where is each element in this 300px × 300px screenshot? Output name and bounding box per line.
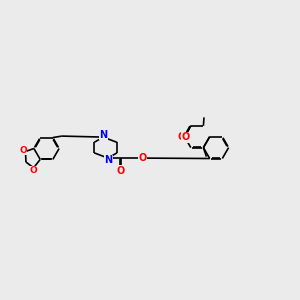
Text: O: O bbox=[117, 166, 125, 176]
Text: N: N bbox=[99, 130, 108, 140]
Text: O: O bbox=[30, 166, 38, 175]
Text: O: O bbox=[19, 146, 27, 155]
Text: N: N bbox=[104, 155, 112, 165]
Text: O: O bbox=[177, 132, 186, 142]
Text: O: O bbox=[182, 133, 190, 142]
Text: O: O bbox=[138, 153, 146, 163]
